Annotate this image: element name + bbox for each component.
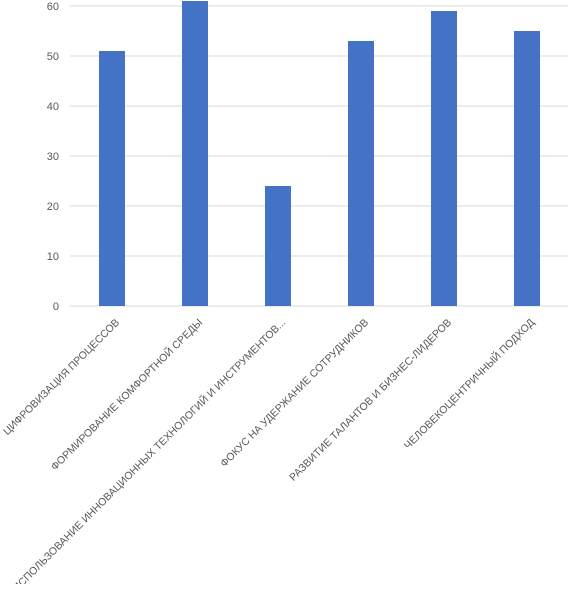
- bars: [99, 1, 540, 306]
- gridlines: [70, 5, 568, 307]
- y-tick-label: 50: [47, 51, 59, 63]
- bar: [265, 186, 291, 306]
- bar: [348, 41, 374, 306]
- bar: [514, 31, 540, 306]
- bar: [182, 1, 208, 306]
- bar: [99, 51, 125, 306]
- x-category-label: РАЗВИТИЕ ТАЛАНТОВ И БИЗНЕС-ЛИДЕРОВ: [287, 317, 454, 484]
- y-tick-label: 10: [47, 251, 59, 263]
- y-tick-label: 20: [47, 201, 59, 213]
- y-axis-tick-labels: 0 10 20 30 40 50 60: [47, 1, 59, 313]
- bar: [431, 11, 457, 306]
- x-category-label: ФОКУС НА УДЕРЖАНИЕ СОТРУДНИКОВ: [218, 317, 371, 470]
- x-category-label: ЧЕЛОВЕКОЦЕНТРИЧНЫЙ ПОДХОД: [401, 316, 537, 452]
- x-category-label: ФОРМИРОВАНИЕ КОМФОРТНОЙ СРЕДЫ: [48, 316, 205, 473]
- y-tick-label: 0: [53, 301, 59, 313]
- y-tick-label: 30: [47, 151, 59, 163]
- x-category-label: ИСПОЛЬЗОВАНИЕ ИННОВАЦИОННЫХ ТЕХНОЛОГИЙ И…: [10, 316, 288, 584]
- y-tick-label: 60: [47, 1, 59, 13]
- y-tick-label: 40: [47, 101, 59, 113]
